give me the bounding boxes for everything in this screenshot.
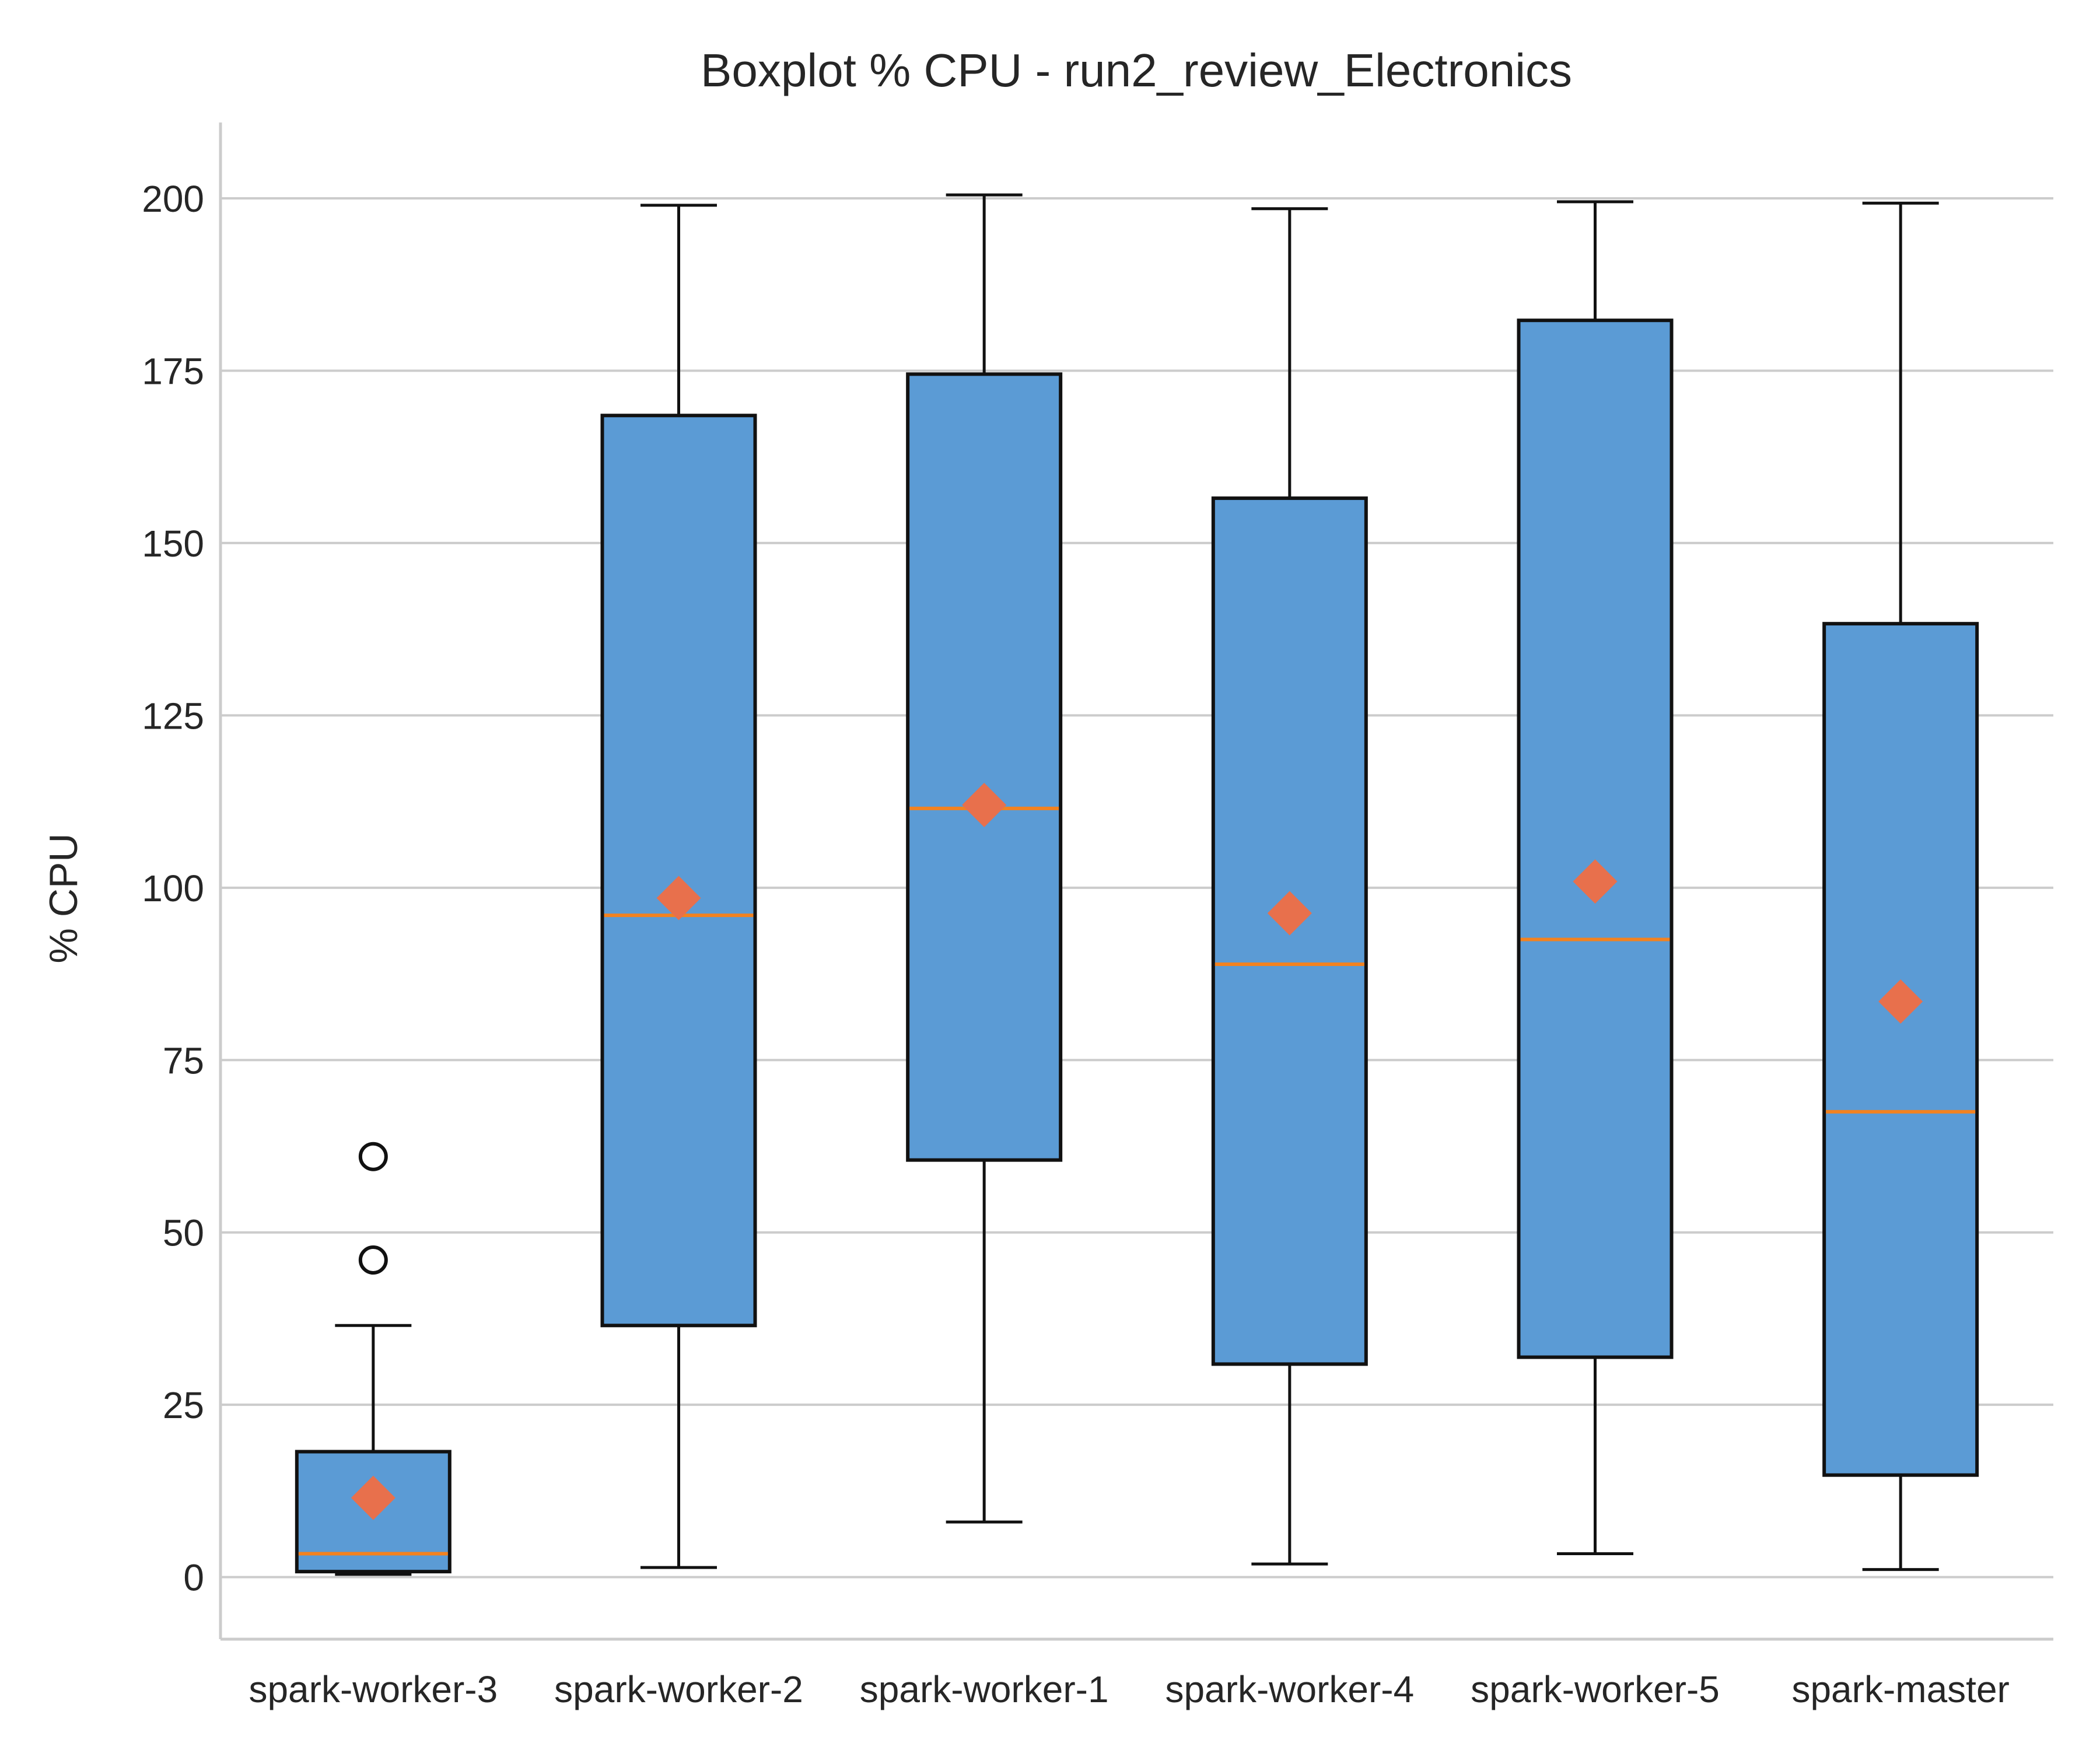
x-tick-label: spark-worker-4 — [1165, 1668, 1414, 1710]
box-group — [1211, 207, 1368, 1566]
box-iqr — [1822, 622, 1979, 1477]
chart-title: Boxplot % CPU - run2_review_Electronics — [701, 44, 1572, 96]
outlier-point — [358, 1142, 388, 1171]
box-group — [600, 204, 757, 1569]
box-iqr — [600, 414, 757, 1328]
box-iqr — [1517, 318, 1674, 1359]
y-tick-label: 200 — [142, 178, 204, 220]
outlier-point — [358, 1245, 388, 1275]
y-axis-label: % CPU — [41, 834, 86, 964]
y-tick-label: 150 — [142, 523, 204, 565]
mean-marker — [962, 783, 1007, 827]
y-tick-label: 50 — [163, 1212, 204, 1254]
y-tick-label: 100 — [142, 867, 204, 909]
mean-marker — [1573, 859, 1618, 904]
box-iqr — [906, 372, 1063, 1162]
y-tick-label: 0 — [183, 1557, 204, 1599]
box-group — [906, 193, 1063, 1524]
mean-marker — [656, 876, 701, 921]
axes — [219, 123, 2053, 1641]
boxes — [295, 193, 1979, 1576]
mean-marker — [1267, 891, 1312, 936]
y-tick-label: 75 — [163, 1040, 204, 1082]
x-tick-label: spark-worker-5 — [1471, 1668, 1720, 1710]
tick-labels: 0 25 50 75 100 125 150 175 200 spark-worker-3 spar… — [142, 178, 2010, 1710]
x-tick-label: spark-worker-2 — [554, 1668, 803, 1710]
y-tick-label: 125 — [142, 695, 204, 737]
mean-marker — [351, 1475, 396, 1520]
y-tick-label: 175 — [142, 350, 204, 392]
box-group — [1822, 201, 1979, 1572]
y-tick-label: 25 — [163, 1384, 204, 1426]
box-group — [295, 1142, 452, 1576]
grid-lines — [220, 197, 2053, 1578]
box-group — [1517, 200, 1674, 1555]
x-tick-label: spark-worker-1 — [860, 1668, 1109, 1710]
x-tick-label: spark-worker-3 — [249, 1668, 498, 1710]
x-tick-label: spark-master — [1791, 1668, 2009, 1710]
mean-marker — [1878, 979, 1923, 1024]
